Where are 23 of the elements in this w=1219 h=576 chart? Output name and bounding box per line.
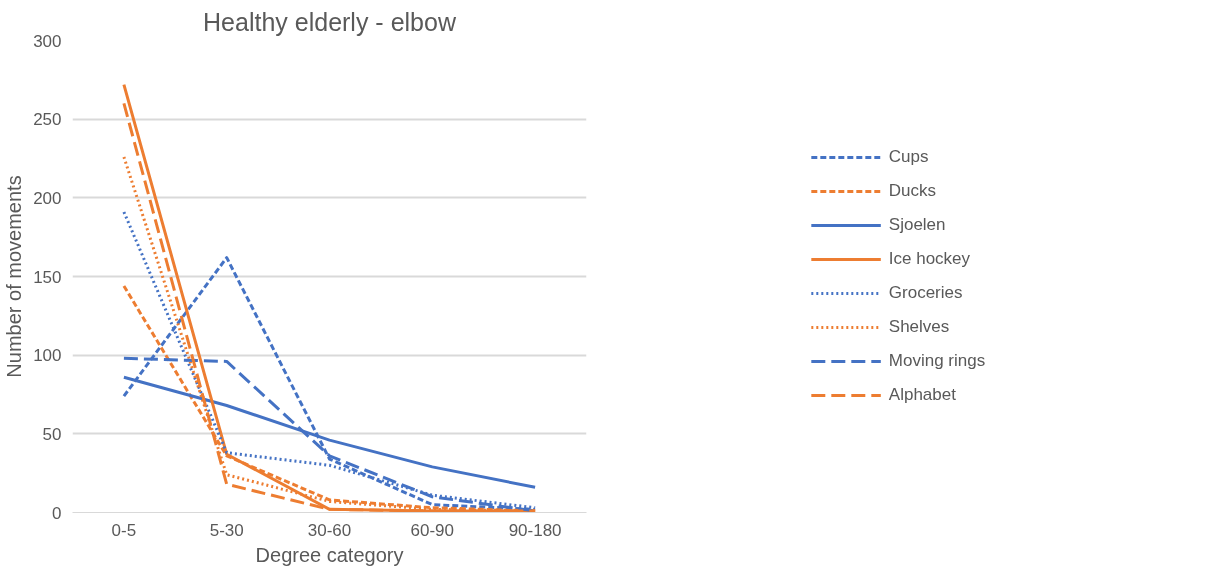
y-tick-label: 50 <box>42 424 62 444</box>
y-axis-title: Number of movements <box>3 175 26 378</box>
x-tick-label: 5-30 <box>209 520 244 540</box>
x-tick-label: 0-5 <box>111 520 137 540</box>
y-tick-label: 100 <box>33 346 62 366</box>
y-tick-label: 250 <box>33 110 62 130</box>
legend-label: Groceries <box>888 283 963 303</box>
legend-label: Ducks <box>888 181 937 201</box>
legend-label: Shelves <box>888 317 950 337</box>
y-tick-label: 150 <box>33 267 62 287</box>
legend-label: Ice hockey <box>888 249 971 269</box>
chart-title: Healthy elderly - elbow <box>203 7 457 36</box>
y-tick-label: 200 <box>33 188 62 208</box>
legend-label: Sjoelen <box>888 215 946 235</box>
x-tick-label: 90-180 <box>508 520 562 540</box>
legend-label: Alphabet <box>888 385 956 405</box>
legend-label: Cups <box>888 147 929 167</box>
x-axis-title: Degree category <box>255 543 404 566</box>
y-tick-label: 300 <box>33 31 62 51</box>
y-tick-label: 0 <box>52 503 62 523</box>
legend-label: Moving rings <box>888 351 986 371</box>
x-tick-label: 30-60 <box>307 520 352 540</box>
x-tick-label: 60-90 <box>410 520 455 540</box>
